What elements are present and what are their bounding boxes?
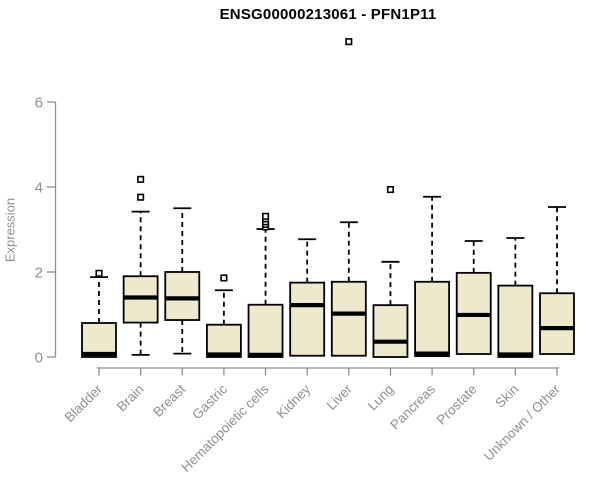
x-tick-label-bladder: Bladder [62, 381, 106, 425]
x-tick-label-breast: Breast [150, 381, 188, 419]
boxplot-skin [497, 237, 534, 358]
y-tick-label: 4 [35, 180, 43, 197]
outlier-point [137, 175, 145, 183]
x-tick-label-brain: Brain [114, 382, 147, 415]
y-axis [47, 101, 57, 358]
outlier-point [386, 186, 395, 194]
y-tick-label: 6 [35, 95, 43, 112]
box [206, 323, 242, 358]
boxplot-kidney [289, 238, 326, 357]
boxplot-pancreas [414, 195, 450, 358]
box [330, 280, 367, 357]
boxplot-brain [122, 175, 159, 356]
box [289, 281, 326, 357]
box [372, 304, 409, 358]
outlier-point [220, 274, 228, 282]
box [497, 284, 534, 358]
box [164, 271, 201, 321]
x-tick-label-pancreas: Pancreas [387, 381, 438, 432]
box [247, 303, 284, 358]
outlier-point [137, 193, 145, 201]
boxplot-breast [164, 207, 201, 355]
y-tick-label: 2 [35, 265, 43, 282]
outlier-point [95, 269, 103, 277]
boxplot-bladder [81, 269, 117, 358]
boxplot-lung [372, 186, 409, 358]
boxplot-gastric [206, 274, 242, 358]
x-tick-label-gastric: Gastric [189, 381, 230, 422]
x-tick-label-unknown-other: Unknown / Other [481, 381, 564, 464]
box [81, 322, 117, 358]
outlier-point [261, 212, 270, 220]
x-axis [97, 367, 559, 376]
boxplot-liver [330, 38, 367, 357]
x-tick-label-skin: Skin [492, 382, 521, 411]
chart-title: ENSG00000213061 - PFN1P11 [219, 6, 437, 23]
x-tick-label-lung: Lung [365, 382, 397, 414]
outlier-point [345, 38, 353, 46]
x-tick-label-kidney: Kidney [274, 381, 314, 421]
box [414, 280, 450, 358]
boxplot-hematopoietic-cells [247, 212, 284, 358]
x-tick-label-liver: Liver [324, 381, 356, 413]
y-tick-label: 0 [35, 350, 43, 367]
box [539, 292, 575, 355]
boxplot-prostate [455, 240, 492, 355]
x-tick-label-prostate: Prostate [434, 382, 480, 428]
boxplot-unknown-other [539, 206, 575, 355]
